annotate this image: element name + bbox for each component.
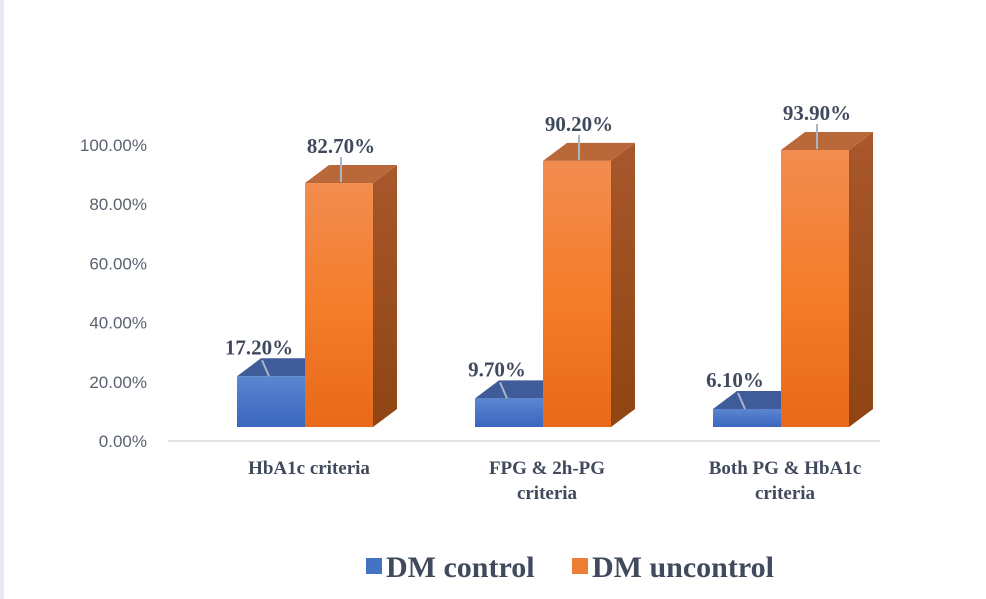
data-label: 93.90% [783,101,851,125]
bar-dm-uncontrol [305,165,397,428]
bar-side-face [611,142,635,427]
legend-label: DM control [386,551,535,584]
legend-swatch [366,558,382,574]
bar-front-face [713,409,781,427]
bar-dm-uncontrol [781,132,873,427]
bar-top-face [305,165,397,184]
y-tick-label: 60.00% [89,254,147,273]
x-category-label: criteria [755,483,816,504]
leader-line [737,392,746,410]
leader-line [261,359,270,377]
legend-item-dm-control: DM control [366,551,535,584]
x-category-label: HbA1c criteria [248,458,370,479]
y-tick-label: 100.00% [80,136,147,155]
y-tick-label: 80.00% [89,195,147,214]
y-tick-label: 20.00% [89,373,147,392]
bar-front-face [305,183,373,427]
bar-dm-uncontrol [543,142,635,427]
y-tick-label: 40.00% [89,314,147,333]
leader-line [499,381,508,399]
data-label: 17.20% [225,335,293,359]
bar-front-face [543,160,611,427]
legend-label: DM uncontrol [592,551,774,584]
x-category-label: FPG & 2h-PG [489,458,605,479]
data-label: 6.10% [706,368,764,392]
data-label: 90.20% [545,112,613,136]
x-category-label: Both PG & HbA1c [709,458,862,479]
data-label: 82.70% [307,134,375,158]
data-label: 9.70% [468,357,526,381]
y-tick-label: 0.00% [99,432,147,451]
bar-front-face [781,150,849,427]
legend-item-dm-uncontrol: DM uncontrol [572,551,774,584]
bar-side-face [849,132,873,427]
legend-swatch [572,558,588,574]
bar-side-face [373,165,397,428]
x-category-label: criteria [517,483,578,504]
left-border [0,0,4,599]
bar-top-face [543,142,635,161]
bar-front-face [475,398,543,427]
bar-front-face [237,376,305,427]
bar-top-face [781,132,873,151]
